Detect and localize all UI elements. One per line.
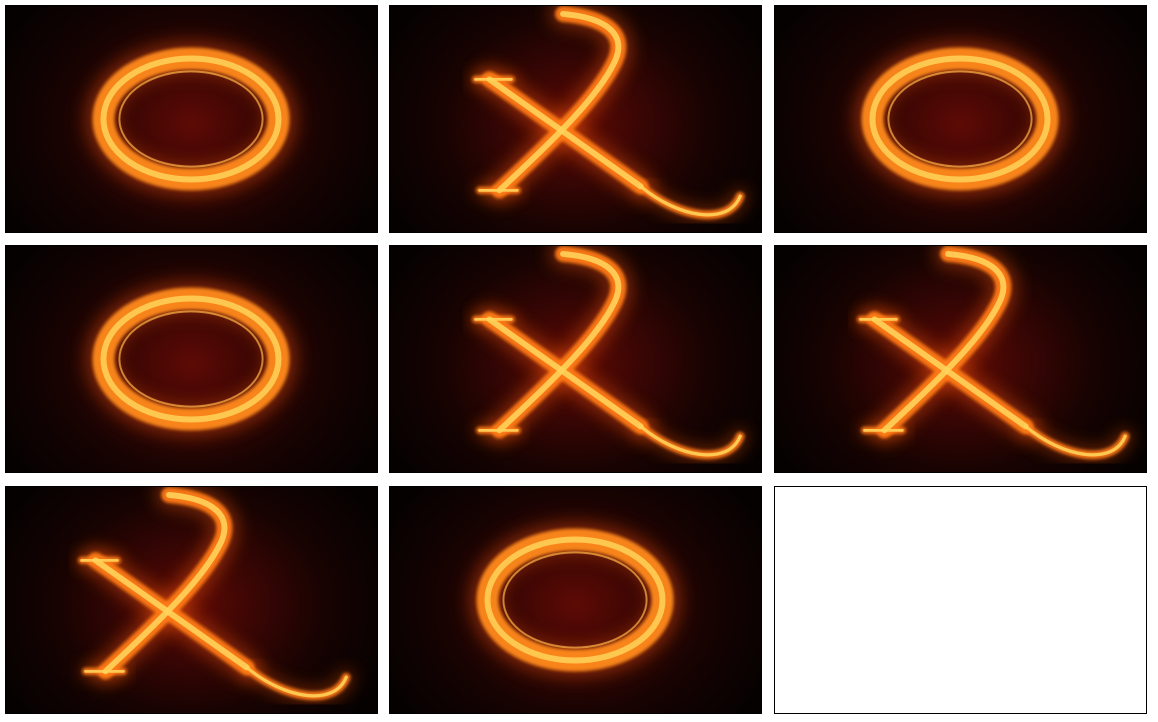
fire-letter-x-icon: [468, 246, 749, 464]
fire-letter-x-icon: [74, 487, 355, 705]
fire-letter-o-icon: [853, 40, 1067, 198]
cell-0-0[interactable]: [5, 5, 378, 233]
cell-0-1[interactable]: [389, 5, 762, 233]
fire-letter-o-icon: [468, 521, 682, 679]
cell-1-1[interactable]: [389, 245, 762, 473]
cell-1-2[interactable]: [774, 245, 1147, 473]
fire-letter-x-icon: [853, 246, 1134, 464]
fire-letter-x-icon: [468, 6, 749, 224]
fire-letter-o-icon: [84, 280, 298, 438]
cell-2-1[interactable]: [389, 486, 762, 714]
fire-letter-o-icon: [84, 40, 298, 198]
cell-0-2[interactable]: [774, 5, 1147, 233]
cell-2-0[interactable]: [5, 486, 378, 714]
cell-2-2[interactable]: [774, 486, 1147, 714]
cell-1-0[interactable]: [5, 245, 378, 473]
